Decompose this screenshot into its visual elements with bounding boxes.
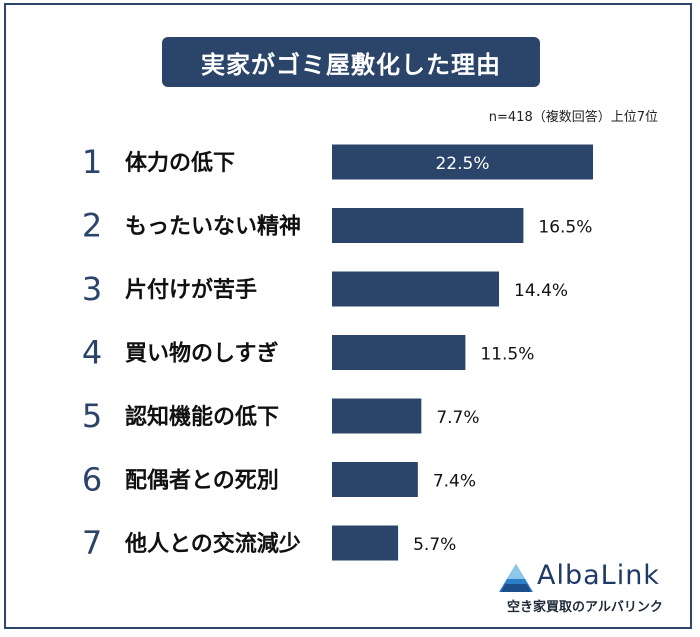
bar: [332, 525, 399, 561]
bar: [332, 335, 466, 370]
bar: [332, 462, 418, 497]
chart-frame: [4, 3, 692, 629]
brand-tagline: 空き家買取のアルバリンク: [507, 600, 663, 615]
rank-number: 6: [82, 461, 102, 499]
rank-number: 1: [82, 143, 102, 181]
rank-number: 4: [82, 334, 102, 372]
sample-note: n=418（複数回答）上位7位: [488, 110, 658, 125]
albalink-mark-icon: [499, 564, 533, 592]
value-label: 11.5%: [480, 345, 534, 365]
category-label: もったいない精神: [125, 214, 301, 240]
albalink-logo: AlbaLink 空き家買取のアルバリンク: [497, 560, 687, 620]
value-label: 7.7%: [436, 408, 479, 428]
value-label: 5.7%: [413, 535, 456, 555]
category-label: 体力の低下: [125, 151, 235, 176]
rank-number: 2: [82, 207, 102, 245]
category-label: 認知機能の低下: [125, 404, 279, 430]
rank-number: 3: [82, 270, 102, 308]
brand-name: AlbaLink: [537, 560, 660, 591]
bar: [332, 271, 500, 307]
bar: [332, 144, 593, 180]
category-label: 配偶者との死別: [125, 469, 279, 494]
category-label: 片付けが苦手: [125, 277, 257, 303]
bar: [332, 208, 524, 243]
value-label: 14.4%: [514, 281, 568, 301]
bar: [332, 398, 422, 434]
rank-number: 7: [82, 524, 102, 562]
value-label: 7.4%: [433, 472, 476, 492]
category-label: 買い物のしすぎ: [125, 341, 279, 367]
value-label: 16.5%: [538, 218, 592, 238]
category-label: 他人との交流減少: [124, 531, 301, 557]
value-label: 22.5%: [435, 154, 489, 174]
rank-number: 5: [82, 397, 102, 435]
chart-title: 実家がゴミ屋敷化した理由: [162, 37, 540, 87]
